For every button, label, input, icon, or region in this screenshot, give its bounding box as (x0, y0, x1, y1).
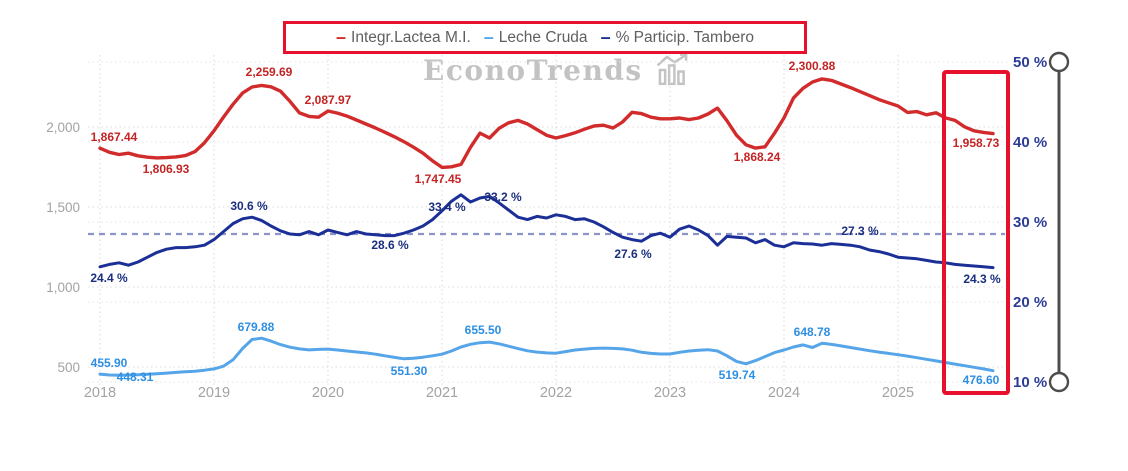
x-axis-tick: 2021 (426, 385, 458, 401)
data-label: 27.3 % (841, 224, 879, 238)
series-leche-cruda[interactable] (98, 336, 995, 377)
data-label: 2,087.97 (305, 93, 352, 107)
left-axis-tick: 1,000 (46, 280, 80, 295)
legend-marker-leche-cruda: – (483, 26, 494, 47)
data-label: 28.6 % (371, 238, 409, 252)
data-label: 655.50 (465, 323, 502, 337)
data-label: 455.90 (91, 356, 128, 370)
x-axis-tick: 2020 (312, 385, 344, 401)
right-axis-tick: 20 % (1013, 294, 1047, 311)
data-label: 30.6 % (230, 199, 268, 213)
x-axis-tick: 2019 (198, 385, 230, 401)
legend: – Integr.Lactea M.I. – Leche Cruda – % P… (283, 21, 807, 54)
data-label: 2,259.69 (246, 65, 293, 79)
right-axis-tick: 30 % (1013, 214, 1047, 231)
series-lines (98, 77, 995, 377)
watermark: EconoTrends (423, 53, 693, 87)
legend-label-leche-cruda: Leche Cruda (498, 28, 588, 46)
left-axis-tick: 2,000 (46, 120, 80, 135)
legend-marker-particip-tambero: – (600, 26, 611, 47)
x-axis-tick: 2024 (768, 385, 800, 401)
watermark-text: EconoTrends (423, 53, 643, 87)
data-label: 476.60 (963, 373, 1000, 387)
axis-labels: 500 1,000 1,500 2,000 10 % 20 % 30 % 40 % 50 % 20… (46, 54, 1047, 401)
data-label: 1,868.24 (734, 150, 781, 164)
legend-marker-integr-lactea: – (336, 26, 347, 47)
data-label: 551.30 (391, 364, 428, 378)
left-axis-tick: 500 (57, 360, 80, 375)
legend-item-leche-cruda[interactable]: – Leche Cruda (483, 26, 588, 47)
right-axis-tick: 10 % (1013, 374, 1047, 391)
data-label: 448.31 (117, 370, 154, 384)
data-label: 1,958.73 (953, 136, 1000, 150)
legend-label-integr-lactea: Integr.Lactea M.I. (351, 28, 471, 46)
right-axis-tick: 50 % (1013, 54, 1047, 71)
data-label: 1,867.44 (91, 130, 138, 144)
x-axis-tick: 2022 (540, 385, 572, 401)
data-label: 1,806.93 (143, 162, 190, 176)
data-label: 33.4 % (428, 200, 466, 214)
x-axis-tick: 2018 (84, 385, 116, 401)
data-label: 2,300.88 (789, 59, 836, 73)
highlight-box (942, 70, 1010, 395)
slider-handle-top[interactable] (1048, 51, 1070, 73)
series-integr-lactea[interactable] (98, 77, 995, 170)
data-label: 519.74 (719, 368, 756, 382)
legend-item-particip-tambero[interactable]: – % Particip. Tambero (600, 26, 754, 47)
data-labels: 1,867.44 1,806.93 2,259.69 2,087.97 1,747.45… (90, 59, 1001, 387)
right-axis-tick: 40 % (1013, 134, 1047, 151)
left-axis-tick: 1,500 (46, 200, 80, 215)
data-label: 33.2 % (484, 190, 522, 204)
series-particip-tambero[interactable] (98, 193, 995, 270)
data-label: 679.88 (238, 320, 275, 334)
gridlines (88, 55, 1008, 388)
range-slider[interactable] (1048, 51, 1070, 393)
x-axis-tick: 2025 (882, 385, 914, 401)
data-label: 648.78 (794, 325, 831, 339)
legend-label-particip-tambero: % Particip. Tambero (615, 28, 754, 46)
legend-item-integr-lactea[interactable]: – Integr.Lactea M.I. (336, 26, 471, 47)
trend-chart-icon (653, 53, 693, 87)
x-axis-tick: 2023 (654, 385, 686, 401)
data-label: 24.3 % (963, 272, 1001, 286)
data-label: 1,747.45 (415, 172, 462, 186)
slider-handle-bottom[interactable] (1048, 371, 1070, 393)
data-label: 24.4 % (90, 271, 128, 285)
data-label: 27.6 % (614, 247, 652, 261)
